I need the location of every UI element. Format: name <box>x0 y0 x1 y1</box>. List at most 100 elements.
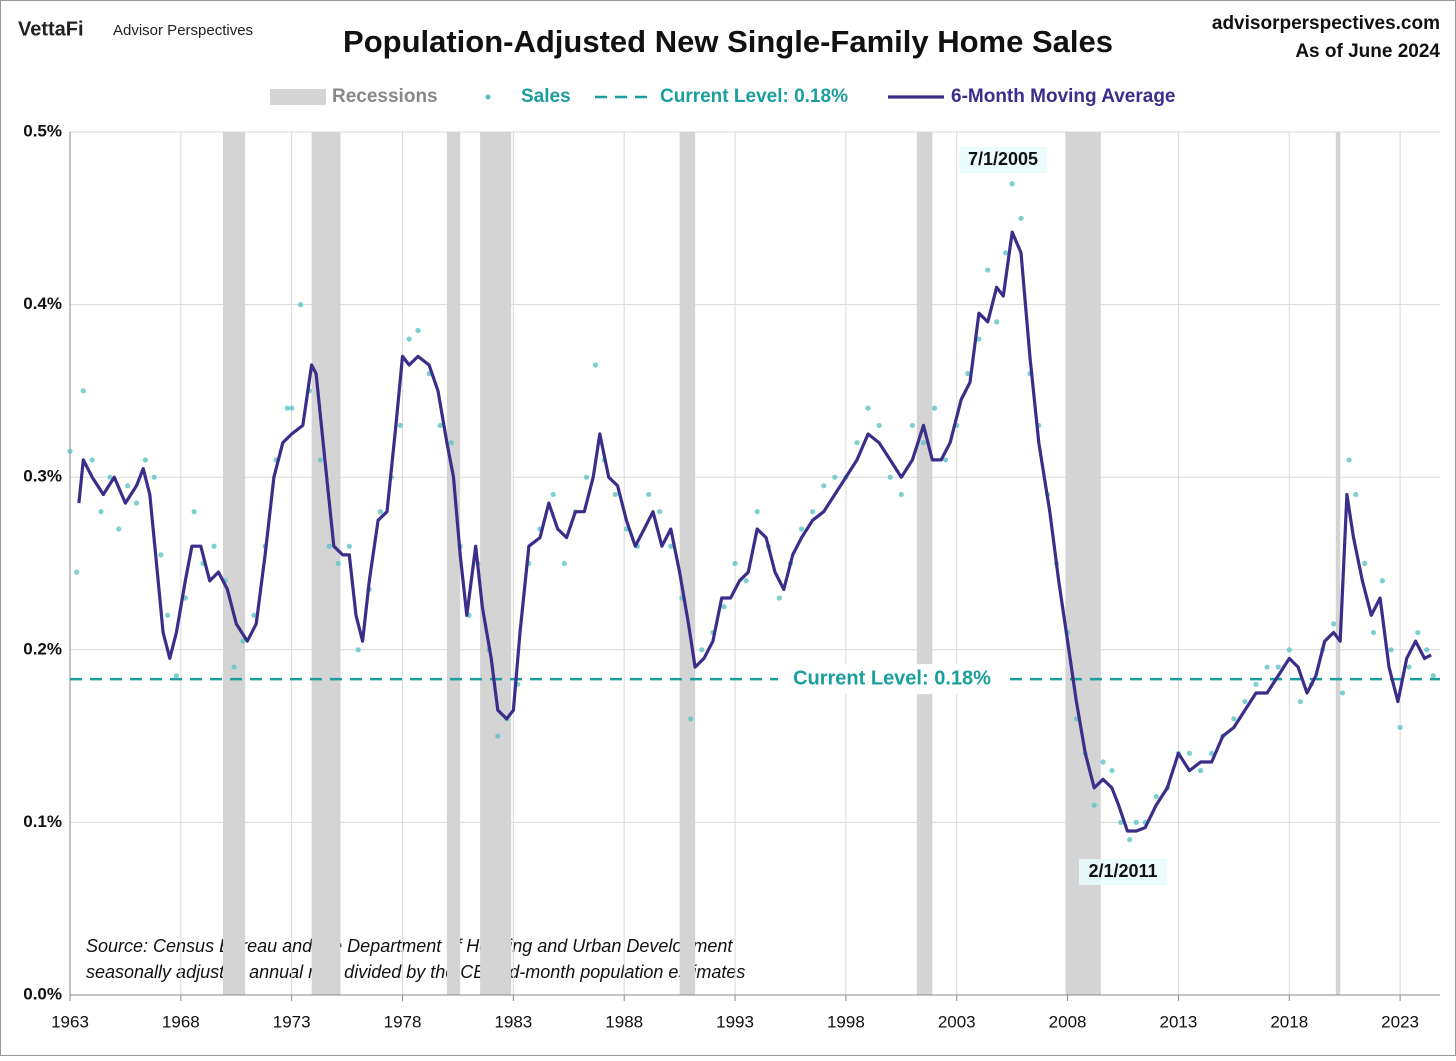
x-tick-label: 1973 <box>273 1012 311 1031</box>
sales-point <box>920 440 927 446</box>
sales-point <box>909 422 915 429</box>
sales-point <box>80 388 86 394</box>
sales-point <box>448 440 454 446</box>
sales-point <box>821 483 827 489</box>
sales-point <box>495 733 501 739</box>
chart-title: Population-Adjusted New Single-Family Ho… <box>343 24 1113 59</box>
legend-swatch <box>485 94 491 100</box>
sales-point <box>1253 681 1259 687</box>
sales-point <box>810 509 816 515</box>
sales-point <box>550 491 556 498</box>
reference-label-bg <box>778 664 1006 695</box>
sales-point <box>754 509 760 515</box>
annotation: 2/1/2011 <box>1088 861 1157 881</box>
sales-point <box>415 327 421 334</box>
recession-band <box>480 132 512 995</box>
sales-point <box>125 483 131 489</box>
legend-label: Sales <box>521 86 571 107</box>
sales-point <box>1362 560 1368 567</box>
sales-point <box>377 509 383 515</box>
sales-point <box>1286 647 1292 653</box>
legend-swatch <box>270 89 326 105</box>
y-tick-label: 0.2% <box>23 639 62 658</box>
sales-point <box>976 336 982 342</box>
x-tick-label: 2018 <box>1270 1012 1308 1031</box>
source-note: Source: Census Bureau and the Department… <box>86 936 733 956</box>
legend-label: Current Level: 0.18% <box>660 86 848 107</box>
sales-point <box>645 491 652 498</box>
as-of: As of June 2024 <box>1295 41 1440 62</box>
sales-point <box>1339 690 1346 696</box>
recession-band <box>916 132 933 995</box>
annotation: 7/1/2005 <box>968 149 1038 169</box>
sales-point <box>688 716 694 722</box>
sales-point <box>1388 647 1394 653</box>
x-tick-label: 2008 <box>1049 1012 1087 1031</box>
y-tick-label: 0.1% <box>23 812 62 831</box>
legend-label: Recessions <box>332 86 438 107</box>
sales-point <box>191 509 197 515</box>
sales-point <box>876 422 882 429</box>
sales-point <box>721 604 727 610</box>
sales-point <box>251 612 257 618</box>
annotation-bg <box>959 147 1047 173</box>
sales-point <box>1133 819 1139 826</box>
reference-label: Current Level: 0.18% <box>793 667 991 689</box>
x-tick-label: 2003 <box>938 1012 976 1031</box>
sales-point <box>133 500 140 506</box>
recession-band <box>679 132 696 995</box>
sales-point <box>965 371 971 377</box>
sales-point <box>151 474 157 480</box>
sales-point <box>211 543 217 549</box>
sales-point <box>317 457 324 463</box>
sales-point <box>1424 647 1430 653</box>
sales-point <box>898 491 904 498</box>
sales-point <box>592 362 598 368</box>
legend-label: 6-Month Moving Average <box>951 86 1176 107</box>
sales-point <box>1109 768 1115 774</box>
sales-point <box>284 405 290 411</box>
x-tick-label: 2023 <box>1381 1012 1419 1031</box>
sales-point <box>289 405 295 411</box>
sales-point <box>832 474 838 480</box>
sales-point <box>355 647 361 653</box>
sales-point <box>116 526 122 532</box>
sales-point <box>240 638 246 644</box>
sales-point <box>699 647 705 653</box>
y-tick-label: 0.0% <box>23 984 62 1003</box>
sales-point <box>98 509 104 515</box>
sales-point <box>1430 673 1436 679</box>
sales-point <box>1153 793 1159 800</box>
source-note: seasonally adjusted annual rate divided … <box>86 962 745 982</box>
sales-point <box>1275 664 1281 670</box>
recession-band <box>1335 132 1341 995</box>
sales-point <box>1231 716 1237 722</box>
sales-point <box>668 543 674 549</box>
sales-point <box>1242 698 1248 705</box>
sales-point <box>931 405 938 411</box>
x-tick-label: 1993 <box>716 1012 754 1031</box>
sales-point <box>1264 664 1270 670</box>
x-tick-label: 1968 <box>162 1012 200 1031</box>
sales-point <box>657 509 663 515</box>
sales-point <box>943 457 949 463</box>
annotation-bg <box>1079 859 1167 885</box>
sales-point <box>346 543 352 549</box>
x-tick-label: 1998 <box>827 1012 865 1031</box>
y-tick-label: 0.3% <box>23 467 62 486</box>
recession-band <box>1065 132 1101 995</box>
moving-average-line <box>77 230 1432 833</box>
sales-point <box>1406 664 1412 670</box>
x-tick-label: 2013 <box>1160 1012 1198 1031</box>
sales-point <box>164 612 171 618</box>
sales-point <box>561 560 567 567</box>
x-tick-label: 1978 <box>384 1012 422 1031</box>
x-tick-label: 1988 <box>605 1012 643 1031</box>
recession-band <box>222 132 246 995</box>
sales-point <box>1346 457 1352 463</box>
sales-point <box>743 578 749 584</box>
sales-point <box>583 474 590 480</box>
